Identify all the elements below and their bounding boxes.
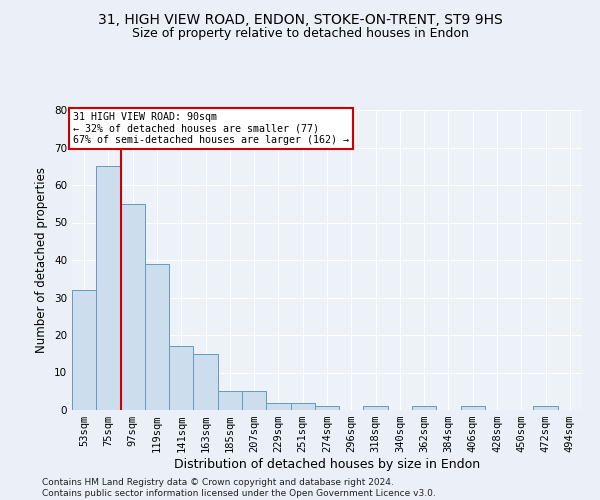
Bar [290,402,315,410]
Bar [461,406,485,410]
Y-axis label: Number of detached properties: Number of detached properties [35,167,49,353]
Bar [218,391,242,410]
Bar [121,204,145,410]
Bar [533,406,558,410]
Text: Contains HM Land Registry data © Crown copyright and database right 2024.
Contai: Contains HM Land Registry data © Crown c… [42,478,436,498]
Bar [242,391,266,410]
Bar [364,406,388,410]
Text: 31, HIGH VIEW ROAD, ENDON, STOKE-ON-TRENT, ST9 9HS: 31, HIGH VIEW ROAD, ENDON, STOKE-ON-TREN… [98,12,502,26]
Text: Size of property relative to detached houses in Endon: Size of property relative to detached ho… [131,28,469,40]
Bar [193,354,218,410]
Text: 31 HIGH VIEW ROAD: 90sqm
← 32% of detached houses are smaller (77)
67% of semi-d: 31 HIGH VIEW ROAD: 90sqm ← 32% of detach… [73,112,349,145]
Bar [169,346,193,410]
X-axis label: Distribution of detached houses by size in Endon: Distribution of detached houses by size … [174,458,480,471]
Bar [145,264,169,410]
Bar [315,406,339,410]
Bar [96,166,121,410]
Bar [72,290,96,410]
Bar [412,406,436,410]
Bar [266,402,290,410]
